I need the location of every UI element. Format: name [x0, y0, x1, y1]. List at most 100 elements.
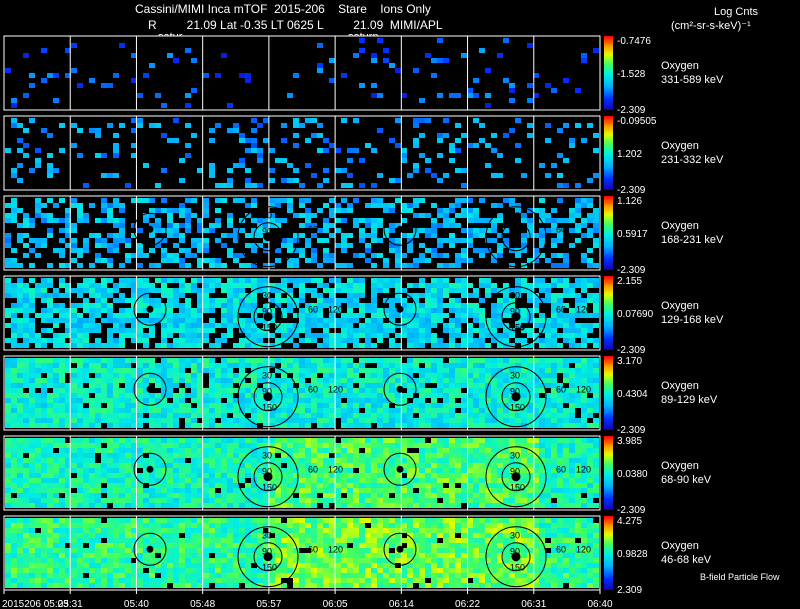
b-field-dot	[146, 305, 154, 313]
contour-ring	[485, 286, 547, 348]
contour-label: 150	[262, 483, 277, 493]
panel-1-species: Oxygen	[661, 60, 699, 72]
b-field-dot	[146, 465, 154, 473]
b-field-dot	[396, 465, 404, 473]
contour-label: 150	[510, 323, 525, 333]
colorbar-max-label: 4.275	[617, 516, 642, 527]
contour-label: 60	[556, 465, 566, 475]
panel-3-contours: 30 60 90 30 60 90	[133, 206, 566, 268]
colorbar-mid-label: -1.528	[617, 69, 646, 80]
contour-ring	[501, 382, 531, 412]
contour-ring	[133, 532, 167, 566]
b-field-dot	[396, 545, 404, 553]
colorbar-min-label: -2.309	[617, 185, 646, 196]
contour-ring	[501, 222, 531, 252]
contour-ring	[485, 206, 547, 268]
contour-label: 60	[308, 225, 318, 235]
b-field-dot	[511, 552, 521, 562]
colorbar-max-label: -0.7476	[617, 36, 651, 47]
units-line-2: (cm²-sr-s-keV)⁻¹	[671, 20, 751, 32]
x-tick-label: 06:05	[323, 599, 348, 609]
contour-ring	[253, 542, 283, 572]
contour-ring	[383, 532, 417, 566]
colorbar-max-label: 3.170	[617, 356, 642, 367]
contour-label: 120	[576, 545, 591, 555]
colorbar-min-label: -2.309	[617, 425, 646, 436]
colorbar-mid-label: 0.5917	[617, 229, 648, 240]
panel-6-contours: 30 60 90 120 150 30 60 90 120 150	[133, 446, 591, 508]
contour-label: 120	[328, 305, 343, 315]
contour-ring	[237, 446, 299, 508]
panel-1-frame	[3, 35, 601, 111]
panel-3-heatmap	[5, 198, 599, 268]
x-tick-label: 06:31	[521, 599, 546, 609]
contour-ring	[501, 302, 531, 332]
panel-1-energy: 331-589 keV	[661, 74, 724, 86]
panel-4-energy: 129-168 keV	[661, 314, 724, 326]
contour-label: 60	[308, 545, 318, 555]
contour-label: 60	[308, 305, 318, 315]
contour-label: 90	[262, 227, 272, 237]
panel-2-colorbar	[604, 116, 613, 190]
contour-ring	[133, 292, 167, 326]
panel-6-energy: 68-90 keV	[661, 474, 712, 486]
panel-2-energy: 231-332 keV	[661, 154, 724, 166]
contour-ring	[485, 446, 547, 508]
x-tick-label: 2015206 05:23	[2, 599, 69, 609]
colorbar-min-label: -2.309	[617, 345, 646, 356]
contour-label: 60	[556, 305, 566, 315]
colorbar-max-label: 3.985	[617, 436, 642, 447]
panel-3-energy: 168-231 keV	[661, 234, 724, 246]
x-tick-label: 05:31	[58, 599, 83, 609]
contour-label: 30	[262, 531, 272, 541]
contour-label: 60	[308, 385, 318, 395]
x-tick-label: 06:40	[587, 599, 612, 609]
panel-6-heatmap	[5, 438, 599, 508]
contour-label: 150	[262, 323, 277, 333]
panel-5-contours: 30 60 90 120 150 30 60 90 120 150	[133, 366, 591, 428]
contour-label: 120	[576, 305, 591, 315]
b-field-dot	[263, 472, 273, 482]
contour-label: 60	[556, 225, 566, 235]
contour-label: 90	[262, 467, 272, 477]
colorbar-mid-label: 0.4304	[617, 389, 648, 400]
panel-1-colorbar	[604, 36, 613, 110]
contour-ring	[501, 542, 531, 572]
contour-ring	[133, 212, 167, 246]
contour-ring	[237, 286, 299, 348]
contour-label: 120	[328, 465, 343, 475]
panel-6-species: Oxygen	[661, 460, 699, 472]
panel-5-heatmap	[5, 358, 599, 428]
b-field-dot	[146, 225, 154, 233]
contour-label: 30	[262, 451, 272, 461]
panel-4-species: Oxygen	[661, 300, 699, 312]
contour-label: 90	[510, 387, 520, 397]
b-field-dot	[263, 552, 273, 562]
contour-label: 60	[556, 545, 566, 555]
colorbar-mid-label: 0.0380	[617, 469, 648, 480]
contour-label: 150	[510, 403, 525, 413]
contour-ring	[501, 462, 531, 492]
contour-ring	[133, 452, 167, 486]
panel-5-energy: 89-129 keV	[661, 394, 718, 406]
b-field-dot	[511, 232, 521, 242]
contour-ring	[237, 526, 299, 588]
colorbar-min-label: -2.309	[617, 505, 646, 516]
contour-ring	[253, 302, 283, 332]
contour-label: 150	[510, 483, 525, 493]
panel-3-colorbar	[604, 196, 613, 270]
contour-ring	[485, 366, 547, 428]
contour-label: 30	[510, 371, 520, 381]
contour-label: 150	[510, 563, 525, 573]
b-field-dot	[511, 312, 521, 322]
panel-7-species: Oxygen	[661, 540, 699, 552]
panel-5-colorbar	[604, 356, 613, 430]
colorbar-mid-label: 1.202	[617, 149, 642, 160]
colorbar-min-label: -2.309	[617, 265, 646, 276]
b-field-dot	[146, 385, 154, 393]
b-field-dot	[263, 392, 273, 402]
contour-ring	[383, 372, 417, 406]
panel-3-species: Oxygen	[661, 220, 699, 232]
contour-ring	[253, 222, 283, 252]
